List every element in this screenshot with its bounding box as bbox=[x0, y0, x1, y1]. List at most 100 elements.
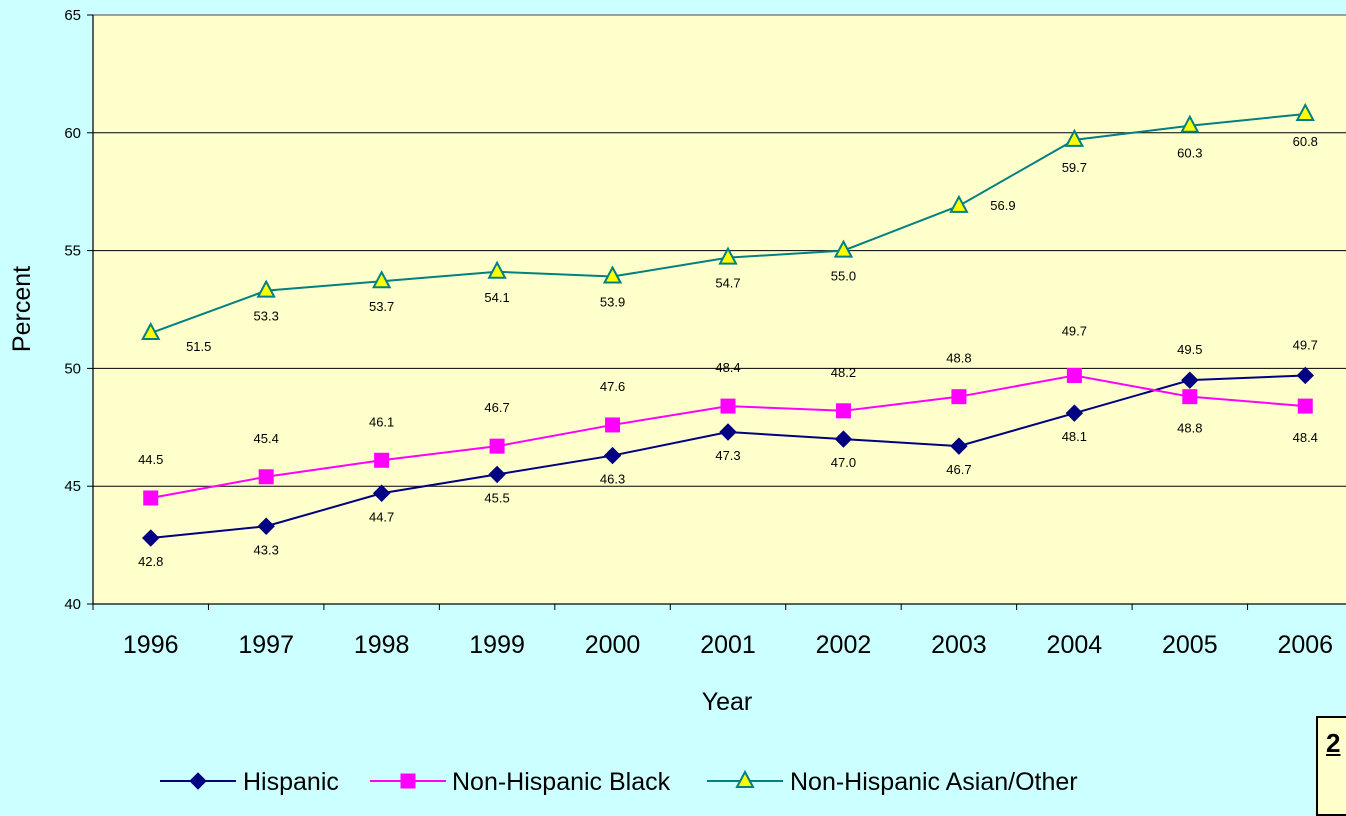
data-label: 46.3 bbox=[600, 472, 625, 487]
non-hispanic-black-marker bbox=[143, 490, 159, 506]
legend-label: Hispanic bbox=[243, 768, 339, 796]
non-hispanic-asian-other-marker bbox=[371, 270, 392, 289]
non-hispanic-asian-other-marker bbox=[256, 279, 276, 298]
x-tick-label: 1997 bbox=[238, 631, 294, 659]
hispanic-marker bbox=[1181, 371, 1199, 389]
y-axis-title: Percent bbox=[8, 266, 36, 352]
non-hispanic-black-marker bbox=[835, 403, 851, 419]
hispanic-marker bbox=[834, 430, 853, 448]
data-label: 45.4 bbox=[254, 431, 279, 446]
data-label: 46.1 bbox=[369, 414, 394, 429]
non-hispanic-asian-other-marker bbox=[141, 321, 161, 341]
legend-label: Non-Hispanic Asian/Other bbox=[790, 768, 1078, 796]
y-tick-label: 65 bbox=[64, 7, 81, 24]
x-tick-label: 1996 bbox=[123, 631, 179, 659]
note-box: 2 bbox=[1316, 716, 1346, 816]
data-label: 47.0 bbox=[831, 455, 856, 470]
hispanic-marker bbox=[257, 517, 275, 535]
x-tick-label: 2000 bbox=[585, 631, 641, 659]
x-axis-title: Year bbox=[702, 688, 753, 716]
x-tick-label: 2004 bbox=[1047, 631, 1103, 659]
non-hispanic-black-marker bbox=[374, 452, 390, 468]
data-label: 51.5 bbox=[186, 339, 211, 354]
hispanic-marker bbox=[372, 484, 391, 502]
data-label: 49.5 bbox=[1177, 342, 1202, 357]
x-tick-label: 2005 bbox=[1162, 631, 1218, 659]
note-text: 2 bbox=[1326, 728, 1341, 758]
data-label: 48.4 bbox=[1293, 430, 1318, 445]
y-tick-label: 40 bbox=[64, 596, 81, 613]
non-hispanic-asian-other-marker bbox=[602, 265, 623, 284]
axes: 40 45 50 55 60 65 1996 1997 1998 1999 2000 2001 2002… bbox=[64, 7, 1346, 659]
non-hispanic-asian-other-marker bbox=[949, 194, 969, 213]
hispanic-marker bbox=[719, 423, 737, 441]
data-label: 46.7 bbox=[946, 462, 971, 477]
non-hispanic-asian-other-marker bbox=[1064, 128, 1085, 147]
data-label: 46.7 bbox=[484, 400, 509, 415]
data-labels: 42.8 43.3 44.7 45.5 46.3 47.3 47.0 46.7 48.1 49.5… bbox=[138, 134, 1318, 569]
y-tick-label: 55 bbox=[64, 243, 81, 260]
data-label: 44.7 bbox=[369, 509, 394, 524]
data-label: 42.8 bbox=[138, 554, 163, 569]
series bbox=[141, 102, 1315, 547]
non-hispanic-black-marker bbox=[1297, 398, 1313, 414]
non-hispanic-asian-other-marker bbox=[718, 246, 738, 265]
data-label: 48.8 bbox=[1177, 421, 1202, 436]
data-label: 45.5 bbox=[484, 490, 509, 505]
data-label: 60.3 bbox=[1177, 146, 1202, 161]
legend-label: Non-Hispanic Black bbox=[452, 768, 671, 796]
data-label: 43.3 bbox=[254, 542, 279, 557]
hispanic-marker bbox=[142, 529, 160, 547]
data-label: 48.2 bbox=[831, 365, 856, 380]
y-tick-label: 50 bbox=[64, 360, 81, 377]
hispanic-marker bbox=[950, 437, 968, 455]
non-hispanic-black-marker bbox=[400, 773, 416, 789]
data-label: 47.3 bbox=[715, 448, 740, 463]
x-tick-label: 2003 bbox=[931, 631, 987, 659]
non-hispanic-black-marker bbox=[605, 417, 621, 433]
non-hispanic-asian-other-marker bbox=[487, 260, 507, 279]
y-tick-label: 45 bbox=[64, 478, 81, 495]
hispanic-marker bbox=[189, 772, 207, 790]
data-label: 53.3 bbox=[254, 309, 279, 324]
data-label: 49.7 bbox=[1293, 337, 1318, 352]
non-hispanic-asian-other-marker bbox=[1180, 114, 1200, 133]
non-hispanic-black-marker bbox=[951, 389, 967, 405]
x-tick-label: 2002 bbox=[816, 631, 872, 659]
x-tick-label: 2006 bbox=[1277, 631, 1333, 659]
non-hispanic-black-marker bbox=[1066, 367, 1082, 383]
data-label: 47.6 bbox=[600, 379, 625, 394]
non-hispanic-black-marker bbox=[720, 398, 736, 414]
data-label: 48.4 bbox=[715, 360, 740, 375]
data-label: 44.5 bbox=[138, 452, 163, 467]
non-hispanic-black-marker bbox=[1182, 389, 1198, 405]
data-label: 55.0 bbox=[831, 269, 856, 284]
hispanic-marker bbox=[488, 465, 506, 484]
hispanic-marker bbox=[1065, 404, 1084, 422]
x-tick-label: 1998 bbox=[354, 631, 410, 659]
data-label: 59.7 bbox=[1062, 160, 1087, 175]
data-label: 54.7 bbox=[715, 276, 740, 291]
data-label: 49.7 bbox=[1062, 323, 1087, 338]
data-label: 48.8 bbox=[946, 351, 971, 366]
data-label: 54.1 bbox=[484, 290, 509, 305]
hispanic-marker bbox=[603, 446, 622, 465]
y-tick-label: 60 bbox=[64, 125, 81, 142]
non-hispanic-asian-other-marker bbox=[833, 239, 854, 258]
non-hispanic-asian-other-marker bbox=[735, 769, 755, 788]
non-hispanic-asian-other-marker bbox=[1295, 102, 1315, 121]
non-hispanic-black-marker bbox=[258, 469, 274, 485]
hispanic-marker bbox=[1296, 366, 1314, 385]
legend: Hispanic Non-Hispanic Black Non-Hispanic A… bbox=[160, 768, 1078, 796]
data-label: 60.8 bbox=[1293, 134, 1318, 149]
x-tick-label: 2001 bbox=[700, 631, 756, 659]
plot-area bbox=[92, 14, 1346, 605]
data-label: 53.7 bbox=[369, 299, 394, 314]
data-label: 56.9 bbox=[990, 198, 1015, 213]
non-hispanic-black-marker bbox=[489, 438, 505, 454]
data-label: 53.9 bbox=[600, 295, 625, 310]
x-tick-label: 1999 bbox=[469, 631, 525, 659]
data-label: 48.1 bbox=[1062, 429, 1087, 444]
